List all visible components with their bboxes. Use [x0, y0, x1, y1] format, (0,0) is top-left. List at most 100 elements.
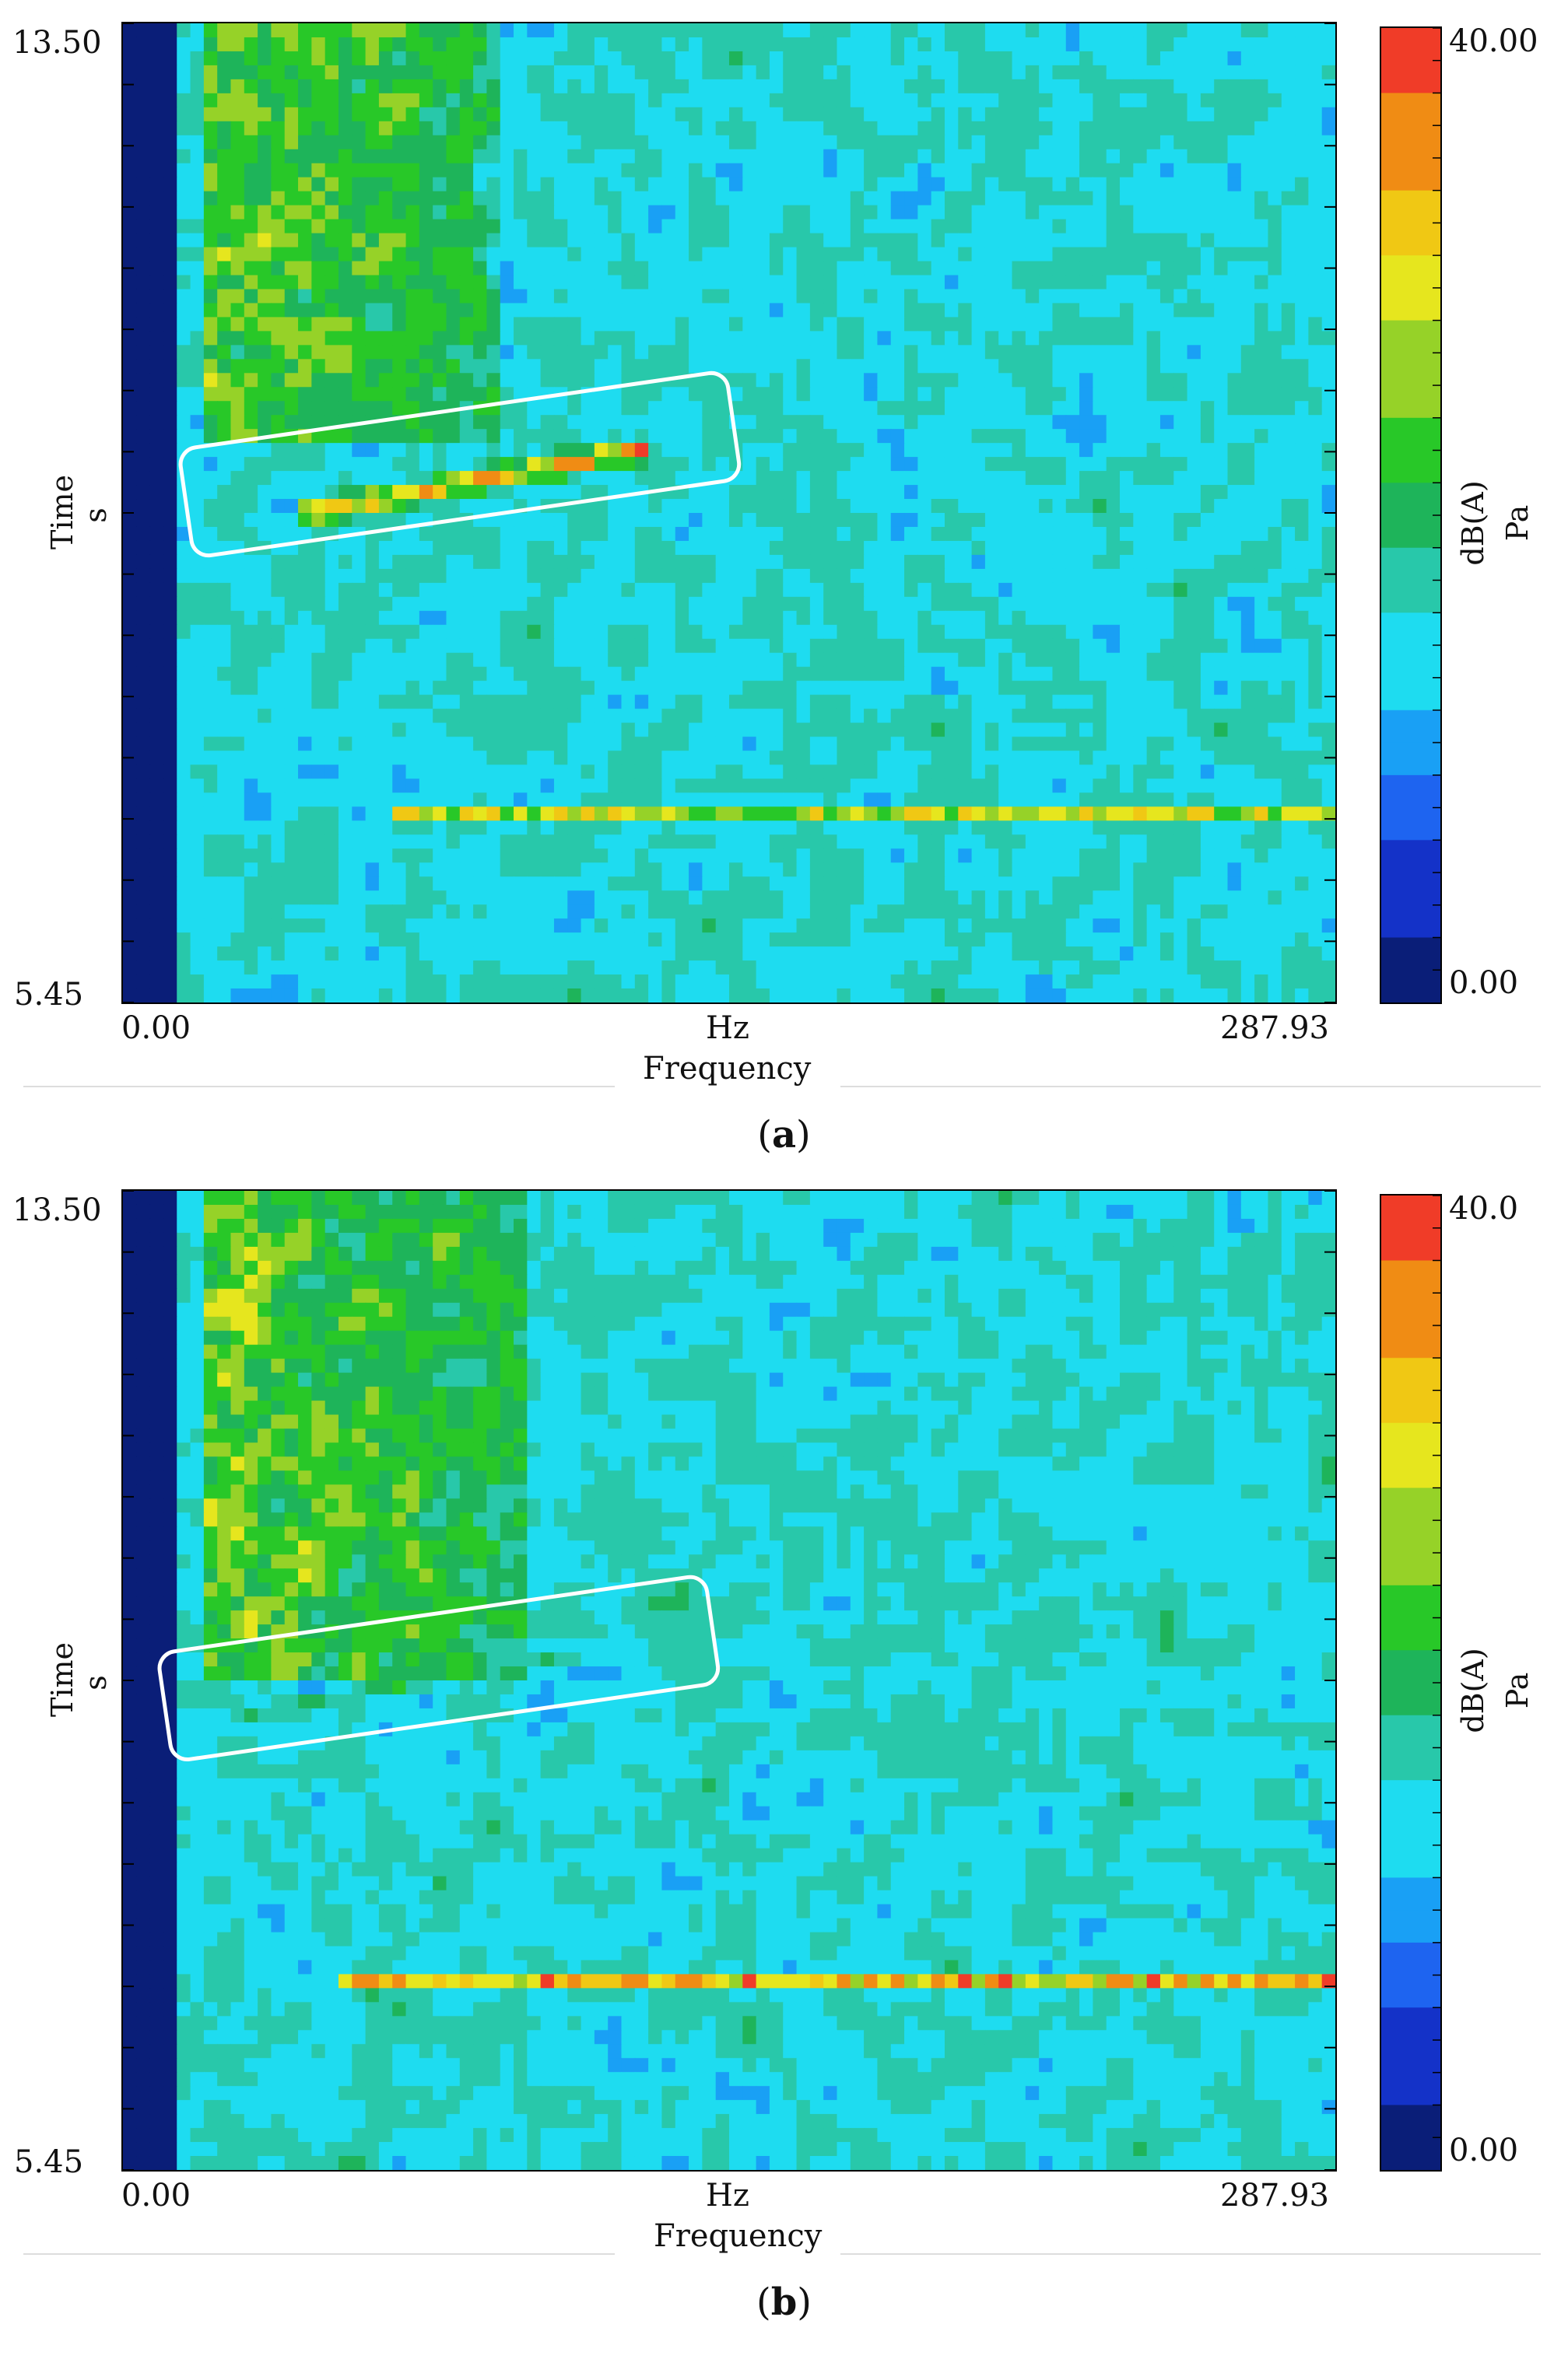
spectrogram-cell: [634, 205, 649, 220]
spectrogram-cell: [581, 457, 595, 472]
spectrogram-cell: [446, 303, 461, 318]
spectrogram-cell: [258, 275, 272, 290]
spectrogram-cell: [1227, 624, 1242, 640]
spectrogram-cell: [298, 51, 312, 66]
spectrogram-cell: [1240, 79, 1255, 94]
spectrogram-cell: [1146, 387, 1161, 402]
spectrogram-cell: [271, 499, 286, 514]
spectrogram-cell: [796, 680, 811, 696]
spectrogram-cell: [1321, 149, 1335, 164]
spectrogram-cell: [877, 359, 892, 374]
spectrogram-cell: [1240, 485, 1255, 500]
spectrogram-cell: [258, 513, 272, 528]
spectrogram-cell: [917, 331, 932, 346]
spectrogram-cell: [1254, 638, 1269, 654]
spectrogram-cell: [1093, 373, 1107, 388]
spectrogram-cell: [796, 778, 811, 794]
spectrogram-cell: [621, 526, 636, 542]
spectrogram-cell: [392, 121, 407, 136]
spectrogram-cell: [177, 121, 191, 136]
spectrogram-cell: [1254, 485, 1269, 500]
spectrogram-cell: [958, 149, 973, 164]
spectrogram-cell: [149, 680, 164, 696]
spectrogram-cell: [984, 471, 999, 486]
spectrogram-cell: [742, 177, 757, 192]
spectrogram-cell: [352, 135, 367, 150]
spectrogram-cell: [177, 149, 191, 164]
spectrogram-cell: [1146, 275, 1161, 290]
spectrogram-cell: [514, 401, 528, 416]
spectrogram-cell: [298, 680, 312, 696]
spectrogram-cell: [527, 457, 542, 472]
spectrogram-cell: [1308, 540, 1323, 556]
spectrogram-cell: [514, 554, 528, 570]
spectrogram-cell: [890, 65, 905, 80]
spectrogram-cell: [1321, 401, 1335, 416]
spectrogram-cell: [917, 275, 932, 290]
spectrogram-cell: [298, 485, 312, 500]
spectrogram-cell: [177, 596, 191, 612]
spectrogram-cell: [1281, 471, 1296, 486]
spectrogram-cell: [1173, 554, 1188, 570]
spectrogram-cell: [203, 93, 218, 108]
spectrogram-cell: [1146, 331, 1161, 346]
spectrogram-cell: [298, 764, 312, 780]
spectrogram-cell: [553, 485, 568, 500]
spectrogram-cell: [311, 149, 326, 164]
spectrogram-cell: [702, 680, 717, 696]
spectrogram-cell: [931, 317, 945, 332]
spectrogram-cell: [796, 722, 811, 738]
spectrogram-cell: [433, 568, 447, 584]
spectrogram-cell: [648, 177, 663, 192]
spectrogram-cell: [365, 582, 380, 598]
spectrogram-cell: [715, 540, 730, 556]
spectrogram-cell: [311, 443, 326, 458]
spectrogram-cell: [769, 275, 784, 290]
spectrogram-cell: [540, 79, 555, 94]
spectrogram-cell: [123, 764, 137, 780]
spectrogram-cell: [190, 540, 205, 556]
spectrogram-cell: [1133, 247, 1148, 262]
spectrogram-cell: [203, 37, 218, 52]
spectrogram-cell: [675, 582, 689, 598]
spectrogram-cell: [998, 764, 1013, 780]
spectrogram-cell: [877, 568, 892, 584]
spectrogram-cell: [486, 37, 501, 52]
spectrogram-cell: [931, 764, 945, 780]
spectrogram-cell: [1240, 205, 1255, 220]
spectrogram-cell: [1214, 51, 1229, 66]
spectrogram-cell: [459, 177, 474, 192]
spectrogram-cell: [1146, 345, 1161, 360]
spectrogram-cell: [689, 233, 703, 248]
spectrogram-cell: [581, 317, 595, 332]
spectrogram-cell: [123, 554, 137, 570]
spectrogram-cell: [837, 345, 851, 360]
spectrogram-cell: [1268, 457, 1282, 472]
spectrogram-cell: [1173, 652, 1188, 668]
spectrogram-cell: [311, 526, 326, 542]
spectrogram-cell: [1200, 261, 1215, 276]
spectrogram-cell: [1281, 540, 1296, 556]
spectrogram-cell: [729, 652, 743, 668]
spectrogram-cell: [1308, 331, 1323, 346]
spectrogram-cell: [284, 177, 299, 192]
spectrogram-cell: [1120, 303, 1134, 318]
spectrogram-cell: [837, 624, 851, 640]
spectrogram-cell: [514, 596, 528, 612]
spectrogram-cell: [1173, 247, 1188, 262]
spectrogram-cell: [405, 708, 420, 724]
spectrogram-cell: [405, 596, 420, 612]
spectrogram-cell: [392, 219, 407, 234]
spectrogram-cell: [271, 23, 286, 38]
spectrogram-cell: [837, 554, 851, 570]
spectrogram-cell: [1025, 499, 1040, 514]
spectrogram-cell: [1146, 289, 1161, 304]
spectrogram-cell: [553, 289, 568, 304]
spectrogram-cell: [486, 526, 501, 542]
spectrogram-cell: [702, 247, 717, 262]
spectrogram-cell: [984, 443, 999, 458]
spectrogram-cell: [405, 261, 420, 276]
spectrogram-cell: [271, 652, 286, 668]
spectrogram-cell: [177, 778, 191, 794]
spectrogram-cell: [742, 708, 757, 724]
